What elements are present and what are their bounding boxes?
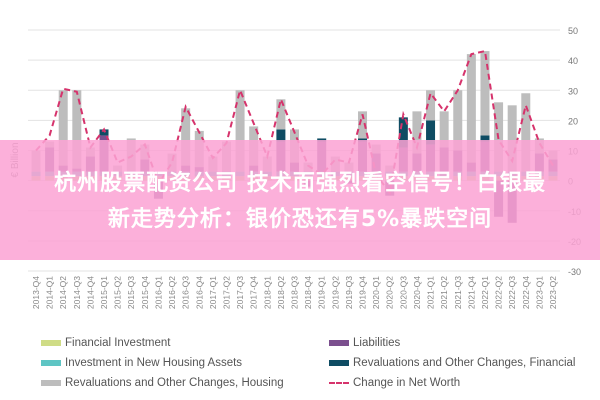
x-tick-label: 2016-Q3	[181, 276, 191, 309]
x-tick-label: 2021-Q2	[439, 276, 449, 309]
x-tick-label: 2022-Q1	[480, 276, 490, 309]
y-tick-label: 50	[568, 26, 578, 36]
bar-segment	[72, 90, 82, 169]
legend-item: Revaluations and Other Changes, Financia…	[329, 357, 575, 369]
x-tick-label: 2019-Q3	[344, 276, 354, 309]
x-tick-label: 2018-Q1	[262, 276, 272, 309]
bar-segment	[480, 51, 490, 136]
bar-segment	[317, 138, 327, 142]
x-tick-label: 2018-Q2	[276, 276, 286, 309]
y-tick-label: 40	[568, 56, 578, 66]
x-tick-label: 2018-Q3	[290, 276, 300, 309]
y-tick-label: -30	[568, 267, 581, 277]
legend-item: Financial Investment	[41, 337, 170, 349]
x-tick-label: 2020-Q1	[371, 276, 381, 309]
bar-segment	[466, 54, 476, 163]
banner-title-line1: 杭州股票配资公司 技术面强烈看空信号！白银最	[54, 171, 546, 196]
x-tick-label: 2014-Q2	[58, 276, 68, 309]
x-tick-label: 2023-Q2	[548, 276, 558, 309]
legend-swatch	[41, 360, 61, 366]
legend-item: Change in Net Worth	[329, 377, 460, 389]
x-tick-label: 2021-Q1	[426, 276, 436, 309]
y-tick-label: 20	[568, 116, 578, 126]
legend-label: Revaluations and Other Changes, Financia…	[353, 357, 576, 369]
bar-segment	[521, 93, 531, 172]
y-tick-label: 30	[568, 86, 578, 96]
x-tick-label: 2019-Q2	[330, 276, 340, 309]
legend-item: Liabilities	[329, 337, 400, 349]
overlay-banner: 杭州股票配资公司 技术面强烈看空信号！白银最 新走势分析：银价恐还有5%暴跌空间	[0, 140, 600, 260]
x-tick-label: 2022-Q2	[494, 276, 504, 309]
legend-item: Revaluations and Other Changes, Housing	[41, 377, 284, 389]
x-tick-label: 2016-Q2	[167, 276, 177, 309]
x-tick-label: 2017-Q3	[235, 276, 245, 309]
x-tick-label: 2015-Q3	[126, 276, 136, 309]
x-tick-label: 2017-Q2	[221, 276, 231, 309]
x-tick-label: 2020-Q3	[398, 276, 408, 309]
x-tick-label: 2021-Q3	[453, 276, 463, 309]
x-tick-label: 2014-Q1	[45, 276, 55, 309]
x-tick-label: 2020-Q2	[385, 276, 395, 309]
legend-label: Financial Investment	[65, 337, 171, 349]
bar-segment	[181, 108, 191, 166]
legend-swatch	[329, 360, 349, 366]
x-tick-label: 2014-Q4	[85, 276, 95, 309]
legend-swatch	[41, 340, 61, 346]
x-tick-label: 2017-Q4	[249, 276, 259, 309]
bar-segment	[412, 111, 422, 154]
bar-segment	[398, 117, 408, 148]
x-tick-label: 2016-Q4	[194, 276, 204, 309]
x-tick-label: 2016-Q1	[153, 276, 163, 309]
banner-title-line2: 新走势分析：银价恐还有5%暴跌空间	[107, 207, 493, 232]
x-tick-label: 2017-Q1	[208, 276, 218, 309]
legend-label: Investment in New Housing Assets	[65, 357, 243, 369]
legend-label: Liabilities	[353, 337, 401, 349]
x-tick-label: 2023-Q1	[534, 276, 544, 309]
legend-swatch	[41, 380, 61, 386]
bar-segment	[358, 111, 368, 139]
x-tick-label: 2015-Q2	[113, 276, 123, 309]
legend-label: Revaluations and Other Changes, Housing	[65, 377, 284, 389]
x-tick-label: 2015-Q4	[140, 276, 150, 309]
bar-segment	[439, 111, 449, 148]
bar-segment	[235, 90, 245, 172]
bar-segment	[276, 129, 286, 142]
bar-segment	[426, 120, 436, 145]
x-tick-label: 2019-Q1	[317, 276, 327, 309]
legend-label: Change in Net Worth	[353, 377, 461, 389]
x-tick-label: 2013-Q4	[31, 276, 41, 309]
bar-segment	[426, 90, 436, 121]
legend-swatch	[329, 340, 349, 346]
x-tick-label: 2015-Q1	[99, 276, 109, 309]
bar-segment	[276, 99, 286, 130]
x-tick-label: 2019-Q4	[358, 276, 368, 309]
legend-swatch-dashed-line	[329, 382, 349, 384]
x-tick-label: 2014-Q3	[72, 276, 82, 309]
x-tick-label: 2021-Q4	[466, 276, 476, 309]
bar-segment	[507, 105, 517, 172]
legend-item: Investment in New Housing Assets	[41, 357, 242, 369]
bar-segment	[480, 135, 490, 142]
bar-segment	[99, 129, 109, 136]
bar-segment	[358, 138, 368, 142]
x-tick-label: 2022-Q3	[507, 276, 517, 309]
x-tick-label: 2018-Q4	[303, 276, 313, 309]
x-tick-label: 2020-Q4	[412, 276, 422, 309]
bar-segment	[58, 90, 68, 166]
x-tick-label: 2022-Q4	[521, 276, 531, 309]
bar-segment	[453, 90, 463, 151]
